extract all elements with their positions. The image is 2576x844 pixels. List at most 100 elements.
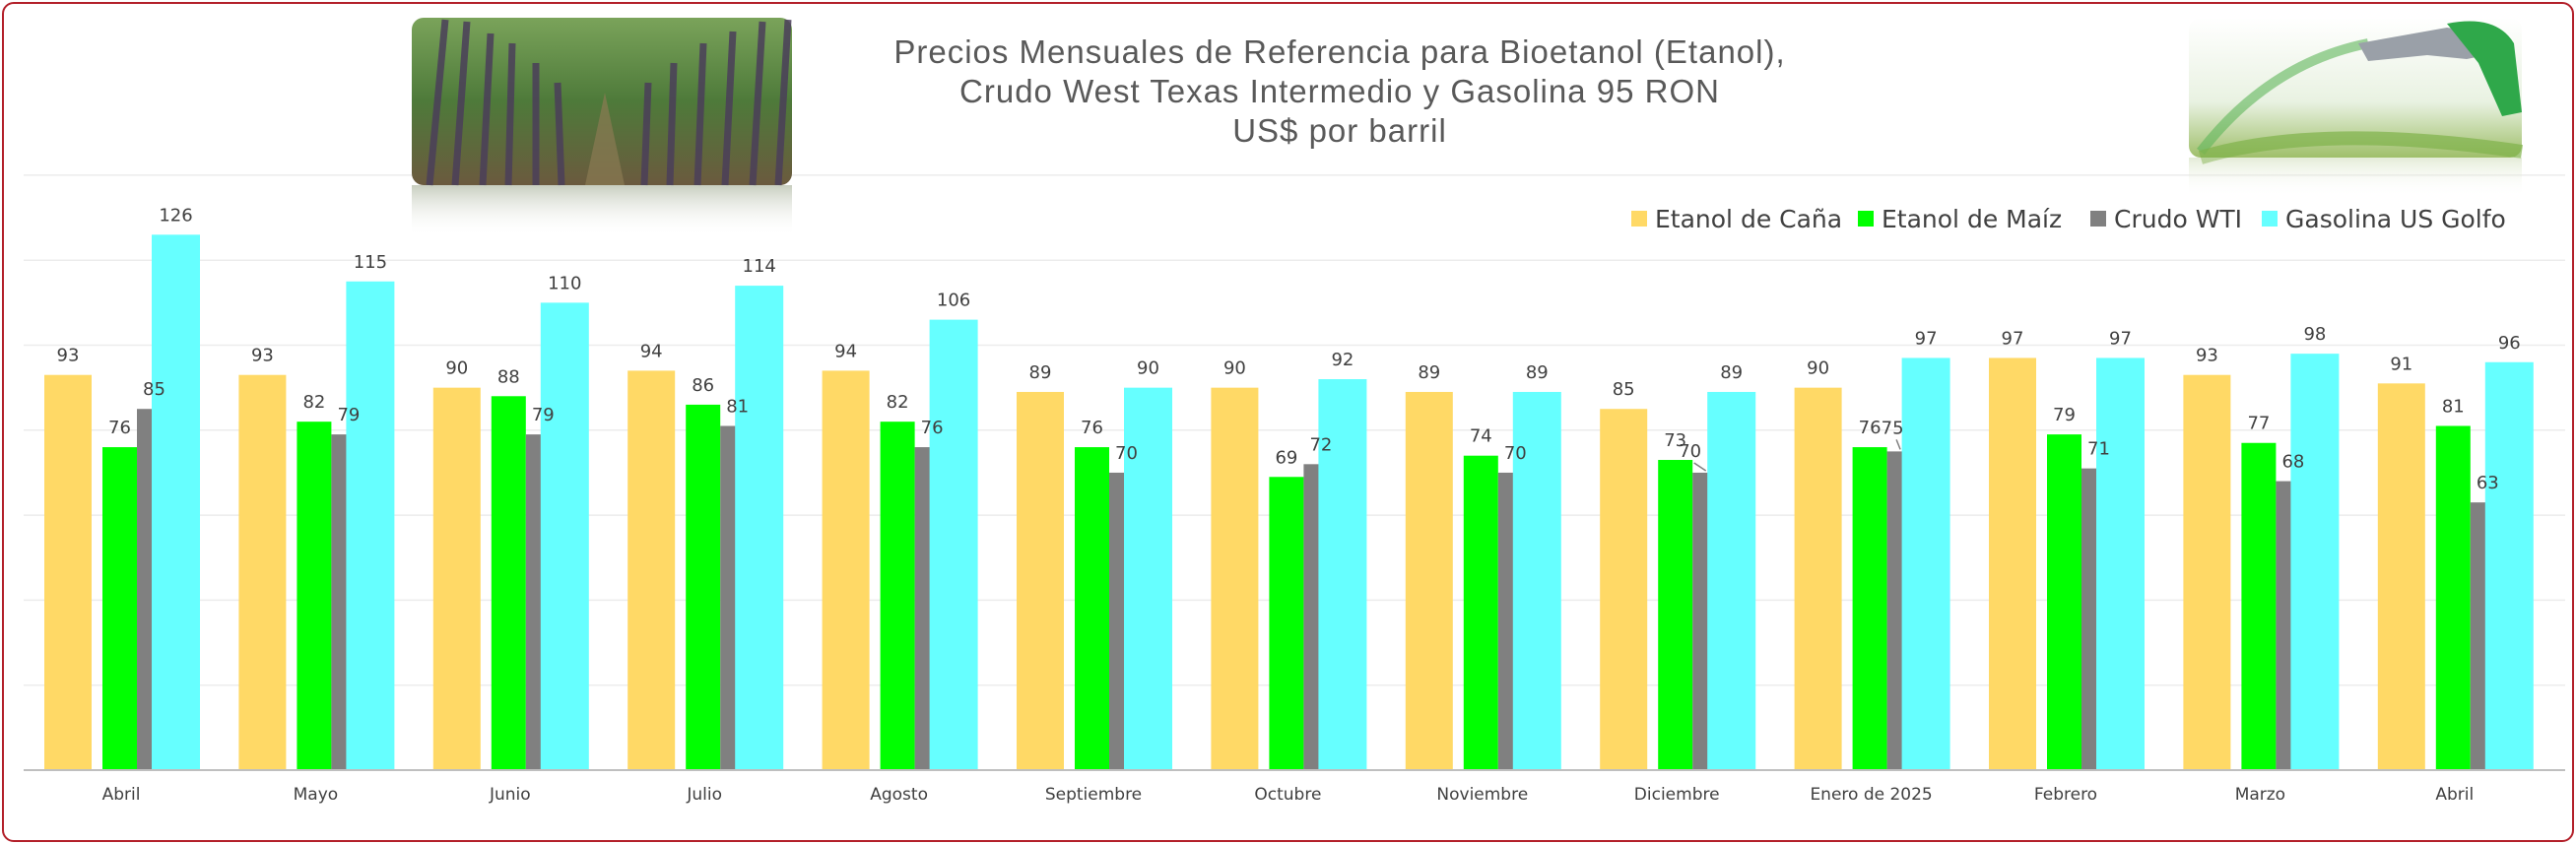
bar: [1989, 357, 2036, 770]
bar: [735, 286, 784, 770]
data-label: 69: [1275, 447, 1297, 468]
bar: [1017, 391, 1064, 770]
bar: [1124, 387, 1172, 770]
bar: [152, 234, 200, 770]
data-label: 79: [2053, 405, 2076, 425]
data-label: 94: [640, 341, 663, 361]
data-label: 76: [1859, 418, 1882, 438]
bar: [44, 374, 92, 770]
data-label: 106: [937, 291, 970, 311]
x-axis-tick-labels: Abril Mayo Junio Julio Agosto Septiembre Octub…: [102, 785, 2475, 805]
x-tick-label: Junio: [489, 785, 531, 805]
chart-title: Precios Mensuales de Referencia para Bio…: [893, 33, 1785, 149]
legend-label: Etanol de Maíz: [1882, 205, 2062, 233]
bar: [2290, 354, 2340, 770]
data-label: 93: [251, 346, 274, 366]
x-tick-label: Febrero: [2034, 785, 2097, 805]
data-label: 92: [1331, 350, 1354, 370]
bars: [44, 234, 2534, 770]
bar: [2241, 442, 2277, 770]
data-label: 90: [1223, 358, 1246, 379]
bar: [1794, 387, 1842, 770]
bar-chart: Precios Mensuales de Referencia para Bio…: [24, 18, 2565, 805]
data-label: 86: [692, 375, 714, 396]
bar: [540, 302, 589, 770]
data-label: 97: [2109, 328, 2132, 349]
data-label: 89: [1526, 362, 1549, 383]
bar: [2435, 425, 2471, 770]
bar: [1707, 391, 1756, 770]
data-label: 71: [2087, 439, 2110, 460]
data-label: 115: [354, 252, 387, 273]
x-tick-label: Julio: [686, 785, 722, 805]
legend-label: Etanol de Caña: [1655, 205, 1842, 233]
data-label: 77: [2247, 414, 2270, 434]
label-leader-line: [1693, 462, 1707, 472]
data-label: 76: [921, 418, 944, 438]
data-label: 85: [143, 379, 165, 400]
bar: [491, 396, 526, 770]
bar: [1658, 460, 1693, 770]
chart-title-line-3: US$ por barril: [1232, 112, 1447, 149]
sugarcane-field-photo: [412, 18, 792, 236]
bar: [2377, 383, 2425, 770]
data-label: 70: [1504, 443, 1527, 464]
data-label: 97: [1915, 328, 1938, 349]
data-label: 81: [2442, 396, 2465, 417]
chart-title-line-1: Precios Mensuales de Referencia para Bio…: [893, 33, 1785, 70]
bar: [627, 370, 676, 770]
data-label: 126: [159, 205, 192, 226]
data-label: 89: [1720, 362, 1743, 383]
data-label: 72: [1309, 434, 1332, 455]
x-tick-label: Marzo: [2235, 785, 2285, 805]
data-label: 91: [2390, 354, 2412, 374]
data-label: 79: [532, 405, 555, 425]
data-label: 93: [2196, 346, 2218, 366]
legend-swatch: [1631, 211, 1647, 227]
x-tick-label: Diciembre: [1634, 785, 1720, 805]
x-tick-label: Septiembre: [1045, 785, 1142, 805]
bar: [1269, 477, 1304, 770]
x-tick-label: Octubre: [1254, 785, 1321, 805]
x-tick-label: Noviembre: [1436, 785, 1528, 805]
fuel-nozzle-photo: [2189, 18, 2524, 197]
bar: [2047, 434, 2081, 770]
legend-label: Crudo WTI: [2114, 205, 2242, 233]
data-label: 94: [834, 341, 857, 361]
legend: Etanol de Caña Etanol de Maíz Crudo WTI Gas…: [1631, 205, 2506, 233]
legend-swatch: [1858, 211, 1874, 227]
bar: [2096, 357, 2145, 770]
x-tick-label: Mayo: [294, 785, 339, 805]
bar: [238, 374, 287, 770]
bar: [1852, 447, 1887, 770]
bar: [1075, 447, 1109, 770]
bar: [2484, 361, 2534, 770]
x-tick-label: Agosto: [870, 785, 928, 805]
data-label: 82: [887, 392, 909, 413]
bar: [1901, 357, 1950, 770]
bar: [346, 281, 395, 770]
bar: [929, 319, 978, 770]
data-label: 68: [2281, 452, 2304, 473]
data-label: 96: [2498, 333, 2521, 354]
data-label: 76: [108, 418, 131, 438]
data-label: 97: [2002, 328, 2024, 349]
bar: [2183, 374, 2231, 770]
bar: [1463, 455, 1498, 770]
bar: [880, 422, 915, 770]
data-label: 73: [1664, 430, 1686, 451]
data-label: 82: [302, 392, 325, 413]
x-tick-label: Abril: [2435, 785, 2474, 805]
bar: [1512, 391, 1561, 770]
legend-swatch: [2262, 211, 2278, 227]
data-label: 90: [445, 358, 468, 379]
legend-label: Gasolina US Golfo: [2285, 205, 2506, 233]
data-label: 63: [2477, 473, 2499, 493]
data-label: 93: [57, 346, 80, 366]
data-label: 110: [548, 273, 581, 293]
bar: [432, 387, 481, 770]
bar: [1211, 387, 1259, 770]
data-label: 89: [1029, 362, 1052, 383]
chart-title-line-2: Crudo West Texas Intermedio y Gasolina 9…: [959, 73, 1720, 109]
